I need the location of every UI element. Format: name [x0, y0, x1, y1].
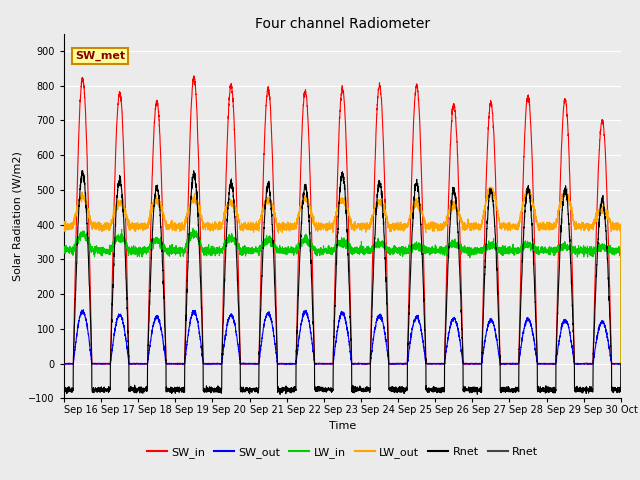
- Y-axis label: Solar Radiation (W/m2): Solar Radiation (W/m2): [13, 151, 23, 281]
- Title: Four channel Radiometer: Four channel Radiometer: [255, 17, 430, 31]
- Legend: SW_in, SW_out, LW_in, LW_out, Rnet, Rnet: SW_in, SW_out, LW_in, LW_out, Rnet, Rnet: [142, 443, 543, 462]
- Text: SW_met: SW_met: [75, 51, 125, 61]
- X-axis label: Time: Time: [329, 421, 356, 431]
